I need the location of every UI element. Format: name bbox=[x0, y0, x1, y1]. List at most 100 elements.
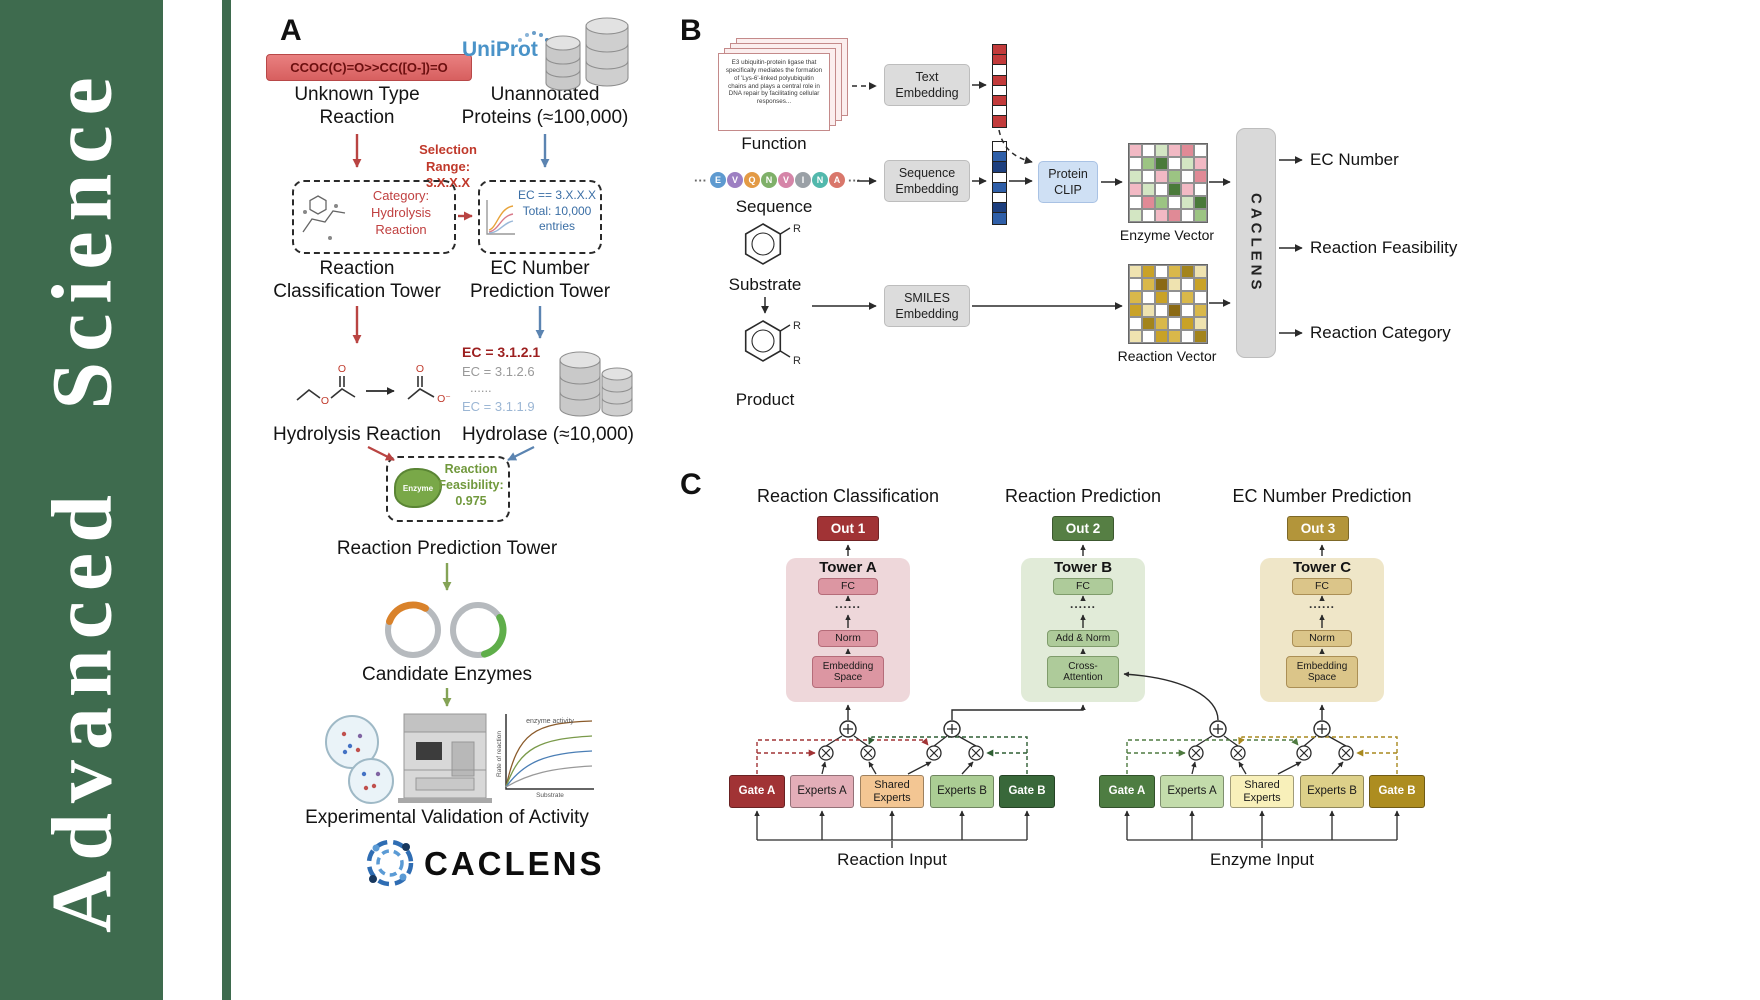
grid-cell bbox=[1142, 291, 1155, 304]
tower-a-embedding-space: Embedding Space bbox=[812, 656, 884, 688]
database-cylinders-mid-icon bbox=[559, 351, 633, 417]
grid-cell bbox=[1181, 144, 1194, 157]
grid-cell bbox=[1142, 317, 1155, 330]
vector-cell bbox=[993, 95, 1006, 107]
feasibility-text: Reaction Feasibility: 0.975 bbox=[438, 462, 504, 508]
sequence-residue: A bbox=[829, 172, 845, 188]
database-cylinders-top-icon bbox=[545, 17, 629, 91]
grid-cell bbox=[1181, 157, 1194, 170]
grid-cell bbox=[1168, 291, 1181, 304]
grid-cell bbox=[1181, 317, 1194, 330]
grid-cell bbox=[1129, 265, 1142, 278]
grid-cell bbox=[1168, 265, 1181, 278]
sequence-embedding-vector bbox=[992, 141, 1007, 225]
sum-node bbox=[839, 720, 857, 738]
grid-cell bbox=[1181, 291, 1194, 304]
ec-item-2: EC = 3.1.2.6 bbox=[462, 364, 535, 379]
vector-cell bbox=[993, 182, 1006, 193]
gate-b-enzyme: Gate B bbox=[1369, 775, 1425, 808]
grid-cell bbox=[1181, 196, 1194, 209]
grid-cell bbox=[1194, 317, 1207, 330]
experts-a-enzyme: Experts A bbox=[1160, 775, 1224, 808]
grid-cell bbox=[1129, 183, 1142, 196]
ec-selection-box bbox=[478, 180, 602, 254]
grid-cell bbox=[1181, 170, 1194, 183]
tower-b-cross-attention: Cross- Attention bbox=[1047, 656, 1119, 688]
hydrolase-label: Hydrolase (≈10,000) bbox=[461, 424, 635, 445]
grid-cell bbox=[1142, 330, 1155, 343]
classification-tower-label: Reaction Classification Tower bbox=[273, 258, 441, 303]
grid-cell bbox=[1194, 144, 1207, 157]
grid-cell bbox=[1168, 304, 1181, 317]
grid-cell bbox=[1194, 304, 1207, 317]
text-embedding-vector bbox=[992, 44, 1007, 128]
grid-cell bbox=[1129, 304, 1142, 317]
product-node bbox=[860, 745, 876, 761]
product-node bbox=[1338, 745, 1354, 761]
journal-sidebar bbox=[0, 0, 163, 1000]
grid-cell bbox=[1129, 291, 1142, 304]
smiles-embedding-box: SMILES Embedding bbox=[884, 285, 970, 327]
column-title-ec-number-prediction: EC Number Prediction bbox=[1232, 486, 1412, 506]
grid-cell bbox=[1194, 157, 1207, 170]
ec-range-text: EC == 3.X.X.X Total: 10,000 entries bbox=[517, 188, 597, 234]
sum-and-product-nodes bbox=[818, 720, 1354, 761]
tower-c-title: Tower C bbox=[1292, 559, 1352, 576]
grid-cell bbox=[1155, 291, 1168, 304]
sequence-residue: I bbox=[795, 172, 811, 188]
product-node bbox=[818, 745, 834, 761]
grid-cell bbox=[1181, 330, 1194, 343]
vector-cell bbox=[993, 65, 1006, 76]
out2-box: Out 2 bbox=[1052, 516, 1114, 541]
grid-cell bbox=[1142, 304, 1155, 317]
hplc-instrument-icon bbox=[398, 713, 492, 803]
grid-cell bbox=[1155, 196, 1168, 209]
product-node bbox=[926, 745, 942, 761]
grid-cell bbox=[1194, 330, 1207, 343]
grid-cell bbox=[1142, 278, 1155, 291]
grid-cell bbox=[1129, 196, 1142, 209]
category-text: Category: Hydrolysis Reaction bbox=[371, 188, 431, 237]
experimental-validation-label: Experimental Validation of Activity bbox=[305, 807, 589, 828]
product-r-label: R bbox=[793, 355, 801, 367]
sequence-residue: Q bbox=[744, 172, 760, 188]
grid-cell bbox=[1168, 330, 1181, 343]
sequence-residue: E bbox=[710, 172, 726, 188]
sequence-embedding-box: Sequence Embedding bbox=[884, 160, 970, 202]
tower-c-dots: ...... bbox=[1308, 597, 1336, 611]
vector-cell bbox=[993, 85, 1006, 96]
graph-xlabel: Substrate bbox=[536, 792, 564, 799]
grid-cell bbox=[1155, 157, 1168, 170]
grid-cell bbox=[1168, 183, 1181, 196]
atom-o-label: O bbox=[338, 363, 346, 375]
unknown-reaction-label: Unknown Type Reaction bbox=[294, 84, 420, 129]
grid-cell bbox=[1155, 209, 1168, 222]
protein-clip-box: Protein CLIP bbox=[1038, 161, 1098, 203]
uniprot-logo: UniProt bbox=[462, 38, 538, 61]
grid-cell bbox=[1142, 170, 1155, 183]
grid-cell bbox=[1194, 209, 1207, 222]
vector-cell bbox=[993, 152, 1006, 163]
tower-a-norm: Norm bbox=[818, 630, 878, 647]
product-node bbox=[1230, 745, 1246, 761]
grid-cell bbox=[1155, 330, 1168, 343]
grid-cell bbox=[1168, 157, 1181, 170]
reaction-vector-label: Reaction Vector bbox=[1117, 348, 1217, 364]
product-label: Product bbox=[735, 390, 795, 409]
product-node bbox=[968, 745, 984, 761]
output-reaction-feasibility: Reaction Feasibility bbox=[1310, 238, 1458, 257]
grid-cell bbox=[1142, 157, 1155, 170]
panel-c-label: C bbox=[680, 468, 702, 501]
gate-a-enzyme: Gate A bbox=[1099, 775, 1155, 808]
column-title-reaction-classification: Reaction Classification bbox=[756, 486, 940, 506]
experts-b-reaction: Experts B bbox=[930, 775, 994, 808]
grid-cell bbox=[1181, 265, 1194, 278]
experts-a-reaction: Experts A bbox=[790, 775, 854, 808]
product-molecule-icon: R R bbox=[744, 320, 801, 367]
grid-cell bbox=[1168, 196, 1181, 209]
reaction-input-label: Reaction Input bbox=[837, 850, 947, 869]
grid-cell bbox=[1142, 183, 1155, 196]
enzyme-vector-grid bbox=[1128, 143, 1208, 223]
graph-ylabel: Rate of reaction bbox=[496, 731, 503, 777]
